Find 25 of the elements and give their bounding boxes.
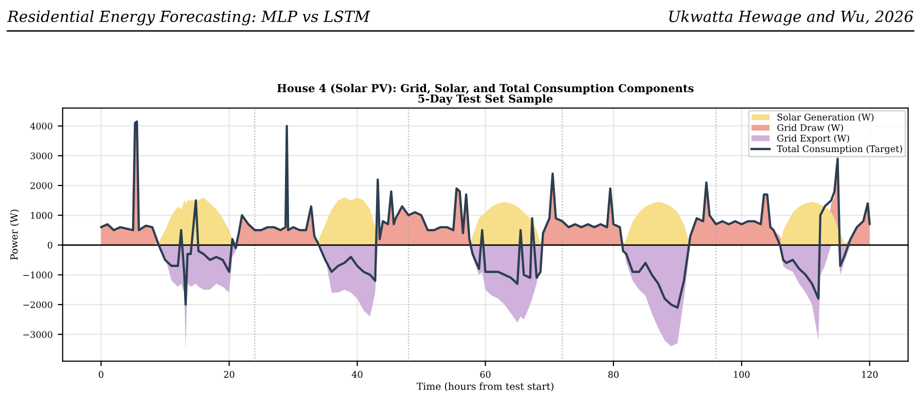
legend-label: Solar Generation (W) bbox=[778, 114, 874, 122]
y-tick-label: −3000 bbox=[23, 331, 52, 338]
legend-label: Total Consumption (Target) bbox=[776, 145, 902, 154]
text: Residential Energy Forecasting: MLP vs LSTM bbox=[7, 10, 370, 26]
x-axis-title: Time (hours from test start) bbox=[416, 382, 554, 392]
y-axis-title: Power (W) bbox=[10, 210, 20, 260]
y-tick-label: 0 bbox=[48, 242, 52, 249]
text: Ukwatta Hewage and Wu, 2026 bbox=[669, 10, 914, 26]
legend-label: Grid Draw (W) bbox=[777, 124, 843, 132]
x-tick-label: 0 bbox=[98, 371, 104, 378]
legend-label: Grid Export (W) bbox=[777, 134, 850, 144]
x-tick-label: 60 bbox=[480, 371, 491, 378]
chart-subtitle: 5-Day Test Set Sample bbox=[418, 94, 553, 105]
y-tick-label: 2000 bbox=[30, 182, 52, 190]
x-tick-label: 40 bbox=[352, 371, 362, 378]
y-tick-label: 4000 bbox=[30, 122, 52, 130]
x-tick-label: 120 bbox=[862, 371, 878, 378]
y-tick-label: −1000 bbox=[23, 272, 52, 278]
x-tick-label: 80 bbox=[608, 371, 619, 378]
y-tick-label: −2000 bbox=[23, 301, 52, 308]
x-tick-label: 20 bbox=[224, 371, 234, 378]
chart-title: House 4 (Solar PV): Grid, Solar, and Total Consumption Components bbox=[277, 84, 694, 94]
x-tick-label: 100 bbox=[734, 371, 750, 378]
y-tick-label: 3000 bbox=[30, 152, 52, 160]
y-tick-label: 1000 bbox=[31, 212, 52, 219]
